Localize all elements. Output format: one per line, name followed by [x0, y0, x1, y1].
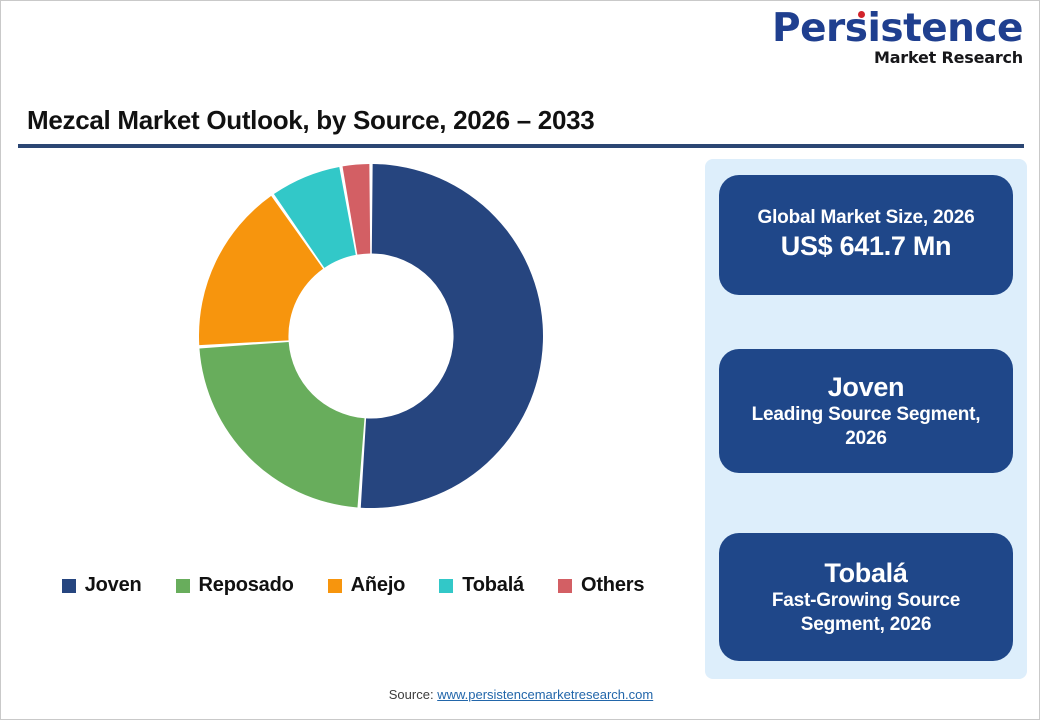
brand-logo-text: Persistence [772, 6, 1024, 51]
kpi-card-leading-segment: Joven Leading Source Segment, 2026 [719, 349, 1013, 473]
legend-item-label: Tobalá [462, 574, 524, 596]
title-divider [18, 144, 1024, 148]
source-label: Source: [388, 687, 438, 702]
legend-item-reposado[interactable]: Reposado [175, 574, 294, 597]
legend-item-label: Joven [84, 574, 142, 596]
kpi-card-1-line1: Joven [827, 372, 905, 403]
legend-swatch-icon [439, 578, 454, 593]
donut-slice-añejo[interactable] [199, 195, 324, 346]
brand-logo-tagline: Market Research [873, 48, 1023, 67]
source-footer: Source: www.persistencemarketresearch.co… [1, 687, 1039, 702]
kpi-card-1-line2: Leading Source Segment, 2026 [751, 404, 981, 450]
legend-item-label: Reposado [198, 574, 294, 596]
legend-swatch-icon [175, 578, 190, 593]
kpi-panel: Global Market Size, 2026 US$ 641.7 Mn Jo… [705, 159, 1027, 679]
brand-logo: Persistence Market Research [772, 6, 1024, 67]
page-title: Mezcal Market Outlook, by Source, 2026 –… [27, 105, 595, 135]
kpi-card-fast-growing-segment: Tobalá Fast-Growing Source Segment, 2026 [719, 533, 1013, 661]
donut-slice-tobalá[interactable] [273, 166, 356, 268]
legend-item-añejo[interactable]: Añejo [327, 574, 406, 597]
brand-logo-wordmark: Persistence [772, 6, 1024, 51]
donut-chart [199, 164, 543, 508]
donut-slice-others[interactable] [342, 164, 371, 255]
legend-item-joven[interactable]: Joven [61, 574, 142, 597]
kpi-card-0-line1: Global Market Size, 2026 [757, 206, 975, 228]
donut-chart-wrapper [18, 156, 688, 536]
chart-area: Joven Reposado Añejo Tobalá Others [18, 156, 688, 656]
legend-item-label: Añejo [350, 574, 406, 596]
legend-swatch-icon [61, 578, 76, 593]
kpi-card-2-line1: Tobalá [824, 558, 908, 589]
kpi-card-market-size: Global Market Size, 2026 US$ 641.7 Mn [719, 175, 1013, 295]
legend-item-others[interactable]: Others [557, 574, 645, 597]
legend-swatch-icon [327, 578, 342, 593]
chart-legend: Joven Reposado Añejo Tobalá Others [18, 574, 688, 597]
kpi-card-2-line2: Fast-Growing Source Segment, 2026 [771, 590, 961, 636]
source-link[interactable]: www.persistencemarketresearch.com [437, 687, 654, 702]
donut-slice-joven[interactable] [360, 164, 543, 508]
donut-slice-reposado[interactable] [199, 341, 365, 508]
brand-logo-dot-icon [858, 11, 865, 18]
legend-item-label: Others [580, 574, 645, 596]
legend-swatch-icon [557, 578, 572, 593]
legend-item-tobalá[interactable]: Tobalá [439, 574, 524, 597]
kpi-card-0-line2: US$ 641.7 Mn [780, 231, 952, 262]
